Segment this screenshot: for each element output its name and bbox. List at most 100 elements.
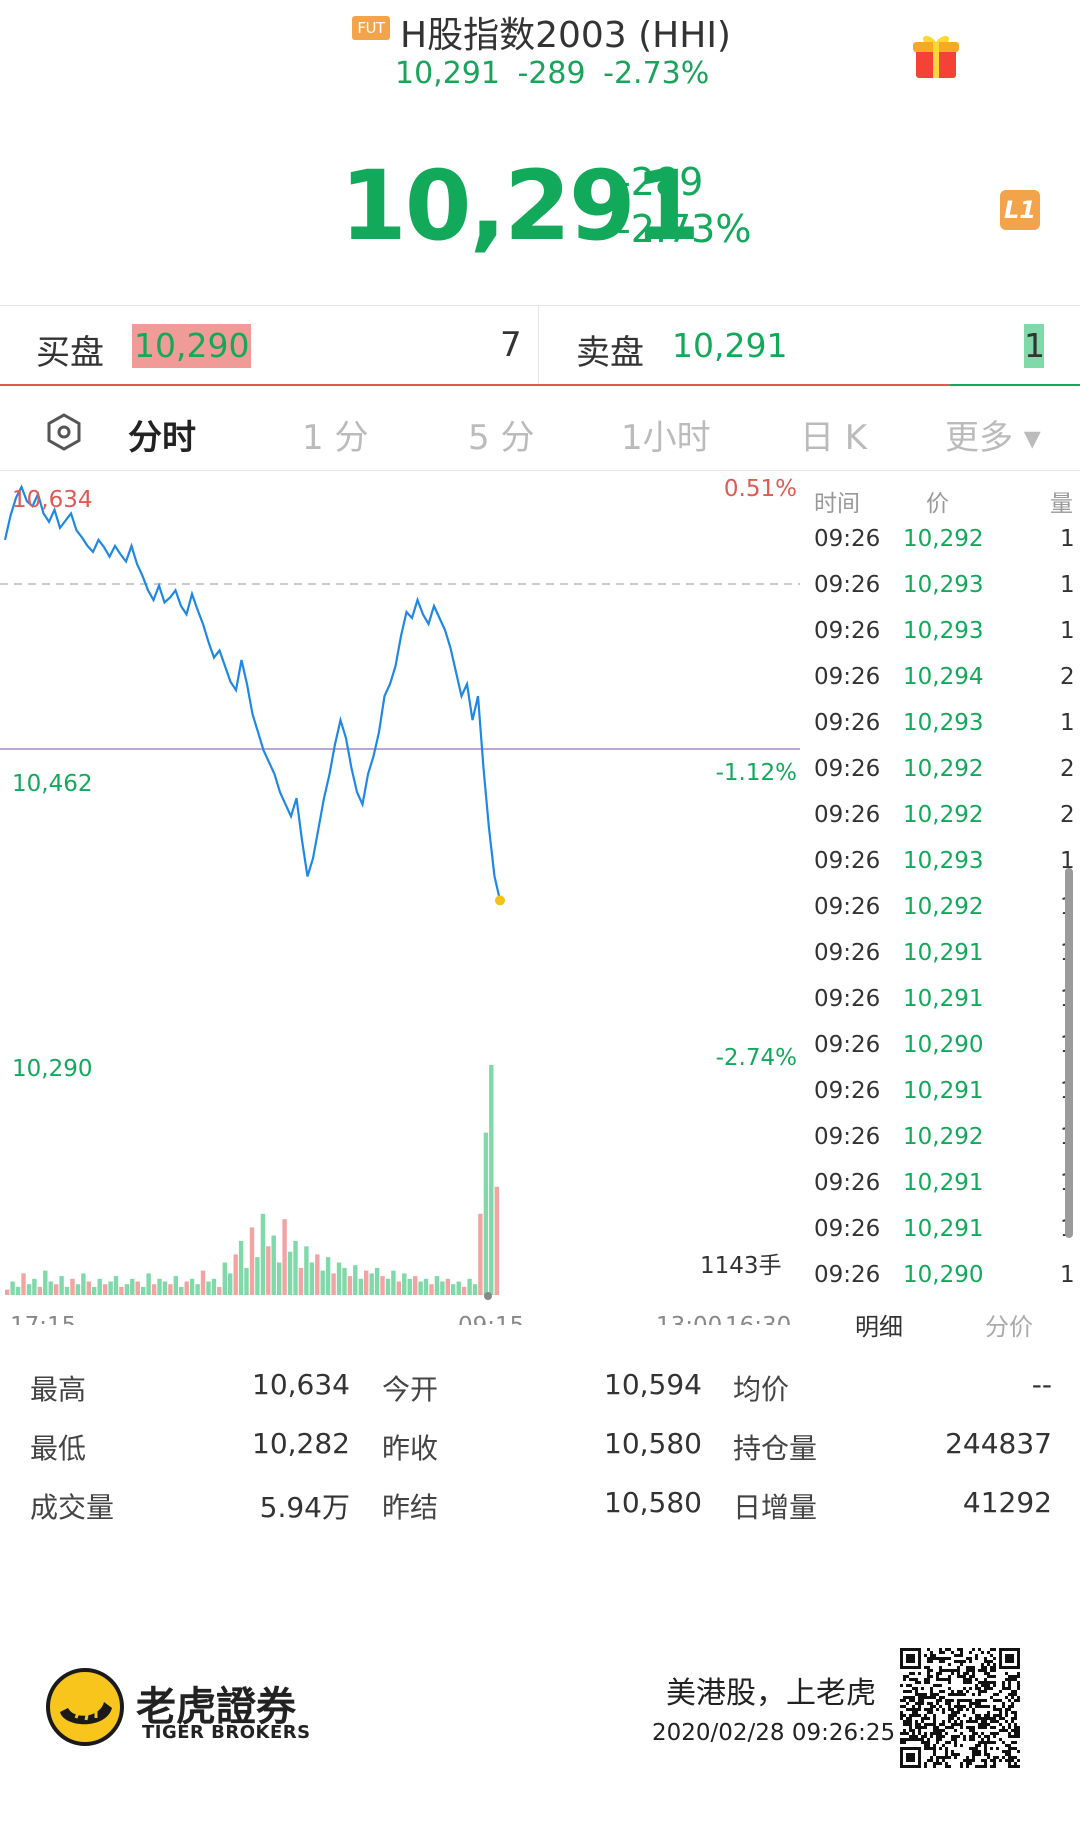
stat-high-value: 10,634: [252, 1368, 350, 1401]
chart-settings-icon[interactable]: [44, 412, 84, 452]
stat-open-value: 10,594: [604, 1368, 702, 1401]
volume-bar: [48, 1281, 53, 1295]
tab-daily-k[interactable]: 日 K: [800, 418, 868, 458]
volume-bar: [92, 1286, 97, 1295]
tick-time: 09:26: [814, 986, 881, 1012]
tick-time: 09:26: [814, 1124, 881, 1150]
volume-bar: [255, 1257, 260, 1295]
chart-prev-close-price: 10,462: [12, 771, 92, 797]
volume-bar: [277, 1262, 282, 1295]
volume-bar: [26, 1284, 32, 1295]
stat-prev-settle-label: 昨结: [382, 1491, 439, 1524]
level1-badge[interactable]: L1: [1000, 190, 1040, 230]
stat-low-label: 最低: [30, 1432, 87, 1465]
x-tick-1630: 16:30: [725, 1313, 791, 1325]
volume-bar: [10, 1281, 15, 1295]
volume-bar: [179, 1286, 184, 1295]
ticks-header-qty: 量: [1050, 491, 1073, 517]
chart-high-price: 10,634: [12, 487, 92, 513]
volume-bar: [146, 1273, 151, 1295]
volume-bar: [108, 1281, 113, 1295]
volume-bar: [402, 1273, 407, 1295]
volume-bar: [456, 1281, 461, 1295]
tick-price: 10,293: [903, 848, 984, 874]
tab-1hour[interactable]: 1小时: [621, 418, 711, 458]
tick-price: 10,292: [903, 1124, 984, 1150]
stat-avg-label: 均价: [733, 1373, 790, 1406]
volume-bar: [184, 1281, 189, 1295]
stat-avg-value: --: [1031, 1368, 1052, 1401]
volume-bar: [135, 1281, 140, 1295]
volume-bar: [222, 1262, 227, 1295]
chart-last-price: 10,290: [12, 1056, 92, 1082]
brand-name-en: TIGER BROKERS: [142, 1722, 311, 1743]
volume-bar: [478, 1213, 483, 1295]
tick-time: 09:26: [814, 618, 881, 644]
tick-time: 09:26: [814, 848, 881, 874]
volume-bar: [119, 1286, 124, 1295]
tick-qty: 2: [1060, 802, 1075, 828]
tabs-divider: [0, 470, 1080, 471]
volume-bar: [211, 1278, 217, 1295]
volume-bar: [5, 1289, 10, 1295]
volume-bar: [396, 1281, 401, 1295]
volume-bar: [298, 1267, 304, 1295]
tick-qty: 1: [1060, 1262, 1075, 1288]
ticks-header-price: 价: [926, 491, 949, 517]
tick-time: 09:26: [814, 1032, 881, 1058]
volume-bar: [21, 1273, 26, 1295]
gift-icon[interactable]: [910, 30, 962, 82]
volume-bar: [347, 1276, 353, 1295]
volume-bar: [200, 1270, 206, 1295]
tick-price: 10,293: [903, 572, 984, 598]
tick-row: 09:26 10,292 1: [0, 526, 1080, 572]
volume-bar: [81, 1273, 86, 1295]
tab-1min[interactable]: 1 分: [302, 418, 369, 458]
volume-bar: [162, 1281, 168, 1295]
tab-details[interactable]: 明细: [855, 1313, 903, 1341]
volume-bar: [238, 1240, 244, 1295]
tiger-logo-icon: [46, 1668, 124, 1746]
volume-bar: [423, 1278, 429, 1295]
volume-bar: [97, 1278, 102, 1295]
tick-qty: 2: [1060, 664, 1075, 690]
fut-badge: FUT: [352, 16, 390, 40]
header-quote-line: 10,291 -289 -2.73%: [395, 56, 710, 91]
volume-bar: [130, 1278, 135, 1295]
tab-intraday[interactable]: 分时: [128, 418, 196, 458]
volume-bar: [86, 1281, 91, 1295]
tick-qty: 1: [1060, 710, 1075, 736]
tick-row: 09:26 10,293 1: [0, 848, 1080, 894]
tick-qty: 1: [1060, 848, 1075, 874]
ask-price: 10,291: [672, 326, 788, 365]
volume-bar: [380, 1276, 385, 1295]
volume-bar: [418, 1281, 423, 1295]
volume-bar: [70, 1278, 75, 1295]
intraday-chart[interactable]: 10,634 10,462 10,290 0.51% -1.12% -2.74%…: [0, 475, 810, 1325]
volume-bar: [228, 1273, 233, 1295]
stat-high-label: 最高: [30, 1373, 87, 1406]
bid-strength-bar: [0, 384, 951, 386]
brand-name-cn: 老虎證券: [136, 1684, 296, 1730]
tick-price: 10,292: [903, 756, 984, 782]
tick-time: 09:26: [814, 1262, 881, 1288]
tab-5min[interactable]: 5 分: [468, 418, 535, 458]
tick-list-scrollbar[interactable]: [1065, 868, 1073, 1238]
last-price: 10,291: [340, 150, 700, 262]
chart-high-pct: 0.51%: [724, 476, 797, 502]
tick-qty: 2: [1060, 756, 1075, 782]
price-change: -289: [617, 160, 704, 204]
volume-bar: [64, 1286, 70, 1295]
ticks-header-time: 时间: [814, 491, 860, 517]
tab-price-split[interactable]: 分价: [985, 1313, 1033, 1341]
tick-price: 10,290: [903, 1032, 984, 1058]
tick-time: 09:26: [814, 664, 881, 690]
volume-bar: [141, 1286, 146, 1295]
tick-row: 09:26 10,292 2: [0, 802, 1080, 848]
volume-bar: [445, 1278, 450, 1295]
volume-bar: [233, 1254, 238, 1295]
tick-price: 10,292: [903, 894, 984, 920]
volume-bar: [358, 1278, 363, 1295]
tab-more[interactable]: 更多 ▾: [945, 418, 1041, 458]
volume-bar: [309, 1262, 314, 1295]
